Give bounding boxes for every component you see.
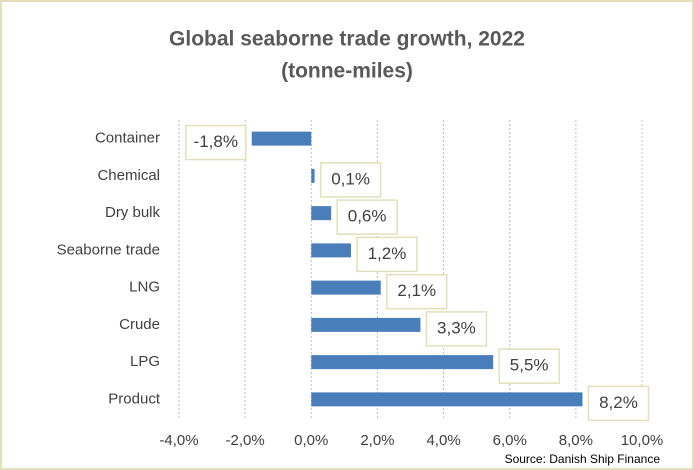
x-tick-label: 10,0%: [621, 432, 664, 449]
x-tick-label: 0,0%: [294, 432, 328, 449]
category-label: LNG: [129, 279, 160, 296]
chart-subtitle: (tonne-miles): [281, 60, 413, 83]
category-label: Seaborne trade: [57, 241, 160, 258]
bar: [311, 206, 332, 221]
value-label: 0,6%: [348, 207, 387, 226]
value-label: 1,2%: [368, 244, 407, 263]
bar: [311, 280, 381, 295]
x-tick-label: -4,0%: [159, 432, 198, 449]
category-label: Product: [108, 390, 161, 407]
chart-title: Global seaborne trade growth, 2022: [169, 28, 525, 51]
bar: [311, 392, 583, 407]
x-tick-label: -2,0%: [226, 432, 265, 449]
value-label: 8,2%: [599, 393, 638, 412]
value-label: 5,5%: [510, 356, 549, 375]
value-label-box: [587, 385, 650, 422]
category-label: LPG: [130, 353, 160, 370]
x-tick-label: 4,0%: [426, 432, 460, 449]
value-label: 3,3%: [437, 318, 476, 337]
value-label-box: [319, 162, 382, 198]
bar: [311, 317, 421, 332]
category-label: Crude: [119, 316, 160, 333]
bar: [311, 355, 494, 370]
value-label-box: [498, 348, 560, 384]
bar: [251, 131, 312, 146]
x-tick-label: 2,0%: [360, 432, 394, 449]
value-label-box: [185, 124, 247, 161]
value-label-box: [336, 199, 398, 235]
bar: [311, 168, 315, 183]
value-label: 2,1%: [397, 281, 436, 300]
category-label: Dry bulk: [105, 204, 161, 221]
category-label: Chemical: [97, 167, 160, 184]
value-label-box: [356, 236, 418, 273]
source-note: Source: Danish Ship Finance: [505, 452, 661, 466]
x-tick-label: 6,0%: [493, 432, 527, 449]
category-label: Container: [95, 130, 160, 147]
value-label: -1,8%: [194, 132, 238, 151]
value-label: 0,1%: [331, 169, 370, 188]
value-label-box: [425, 311, 488, 347]
x-tick-label: 8,0%: [559, 432, 593, 449]
bar: [311, 243, 351, 258]
value-label-box: [385, 273, 448, 310]
